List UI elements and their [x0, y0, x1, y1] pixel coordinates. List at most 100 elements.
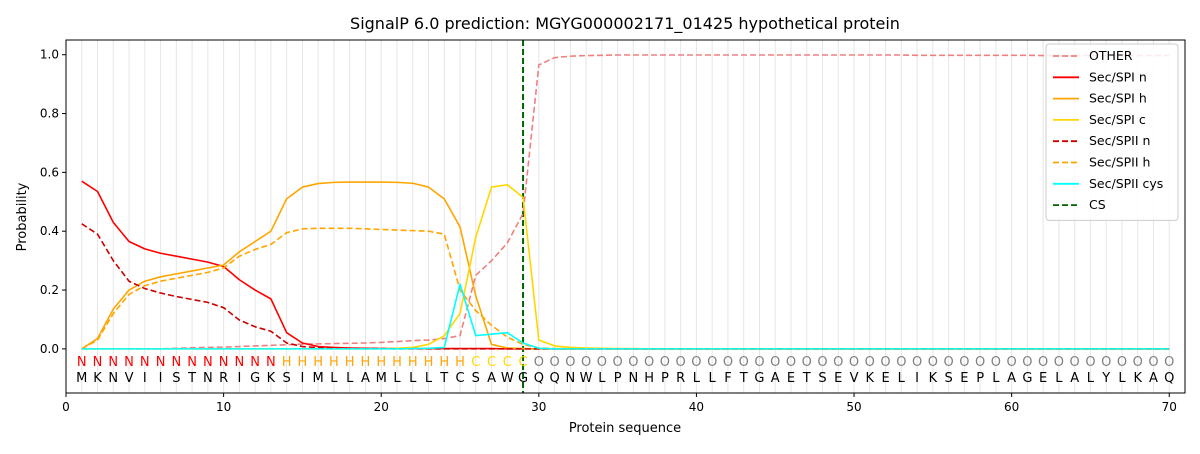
y-tick-label: 0.6 [40, 165, 59, 179]
residue-label: V [125, 371, 134, 386]
residue-label: K [1133, 371, 1142, 386]
residue-label: G [250, 371, 260, 386]
residue-label: E [1039, 371, 1047, 386]
region-label: O [1022, 355, 1032, 370]
residue-label: W [580, 371, 593, 386]
x-tick-label: 0 [62, 400, 70, 414]
region-label: O [676, 355, 686, 370]
residue-label: K [93, 371, 102, 386]
x-axis-label: Protein sequence [569, 421, 681, 436]
region-label: O [691, 355, 701, 370]
region-label: O [1117, 355, 1127, 370]
residue-label: R [676, 371, 685, 386]
residue-label: F [724, 371, 731, 386]
legend-label: Sec/SPI c [1089, 112, 1146, 127]
x-tick-label: 40 [689, 400, 704, 414]
residue-label: M [313, 371, 324, 386]
region-label: O [1148, 355, 1158, 370]
series-line-2 [81, 181, 1170, 350]
region-label: O [660, 355, 670, 370]
residue-label: S [472, 371, 480, 386]
residue-label: L [1055, 371, 1063, 386]
residue-label: L [346, 371, 354, 386]
series-layer [81, 54, 1170, 350]
series-line-6 [81, 283, 1170, 350]
legend-label: OTHER [1089, 48, 1133, 63]
region-label: N [187, 355, 197, 370]
region-label: O [833, 355, 843, 370]
residue-label: L [898, 371, 906, 386]
residue-label: L [1087, 371, 1095, 386]
residue-label: K [866, 371, 875, 386]
x-tick-label: 30 [531, 400, 546, 414]
region-label: H [282, 355, 292, 370]
region-label: O [613, 355, 623, 370]
region-label: H [392, 355, 402, 370]
chart-title: SignalP 6.0 prediction: MGYG000002171_01… [350, 14, 900, 34]
residue-label: L [1118, 371, 1126, 386]
region-label: O [959, 355, 969, 370]
region-label: O [1054, 355, 1064, 370]
residue-label: A [1070, 371, 1079, 386]
region-label: O [1085, 355, 1095, 370]
plot-frame [65, 39, 1186, 394]
residue-label: A [1149, 371, 1158, 386]
residue-label: Q [1164, 371, 1174, 386]
region-label: O [1038, 355, 1048, 370]
residue-label: G [754, 371, 764, 386]
region-label: H [439, 355, 449, 370]
region-label: O [549, 355, 559, 370]
residue-label: I [143, 371, 147, 386]
region-label: O [865, 355, 875, 370]
grid [81, 40, 1170, 393]
region-label: N [140, 355, 150, 370]
legend-label: CS [1089, 197, 1106, 212]
region-label: O [723, 355, 733, 370]
region-label: O [896, 355, 906, 370]
legend-label: Sec/SPII h [1089, 155, 1150, 170]
region-label: N [93, 355, 103, 370]
region-label: O [943, 355, 953, 370]
residue-label: E [834, 371, 842, 386]
region-label: N [108, 355, 118, 370]
residue-label: L [598, 371, 606, 386]
region-label: N [77, 355, 87, 370]
region-label: H [408, 355, 418, 370]
residue-label: T [187, 371, 196, 386]
residue-label: P [976, 371, 984, 386]
residue-label: I [915, 371, 919, 386]
region-label: H [313, 355, 323, 370]
series-line-3 [81, 183, 1170, 350]
residue-label: G [518, 371, 528, 386]
residue-label: E [787, 371, 795, 386]
residue-label: V [850, 371, 859, 386]
residue-label: H [644, 371, 654, 386]
region-label: O [1070, 355, 1080, 370]
residue-label: S [944, 371, 952, 386]
residue-label: P [661, 371, 669, 386]
series-line-1 [81, 180, 1170, 350]
legend-box [1045, 43, 1179, 221]
region-label: O [597, 355, 607, 370]
residue-label: W [501, 371, 514, 386]
region-label: N [219, 355, 229, 370]
region-label: O [1164, 355, 1174, 370]
legend-label: Sec/SPI h [1089, 91, 1147, 106]
axes: 0 10 20 30 40 50 60 70 0.0 0.2 0.4 0.6 0.8 1.0 [40, 48, 1177, 414]
region-label: O [707, 355, 717, 370]
residue-label: T [439, 371, 448, 386]
region-label: O [754, 355, 764, 370]
residue-label: Y [1101, 371, 1110, 386]
residue-label: G [1022, 371, 1032, 386]
x-tick-label: 20 [374, 400, 389, 414]
region-label: N [266, 355, 276, 370]
region-label: O [1007, 355, 1017, 370]
residue-label: C [455, 371, 464, 386]
y-axis-label: Probability [15, 182, 30, 251]
y-tick-label: 0.2 [40, 283, 59, 297]
region-label: O [912, 355, 922, 370]
series-line-0 [81, 54, 1170, 350]
residue-label: A [1007, 371, 1016, 386]
